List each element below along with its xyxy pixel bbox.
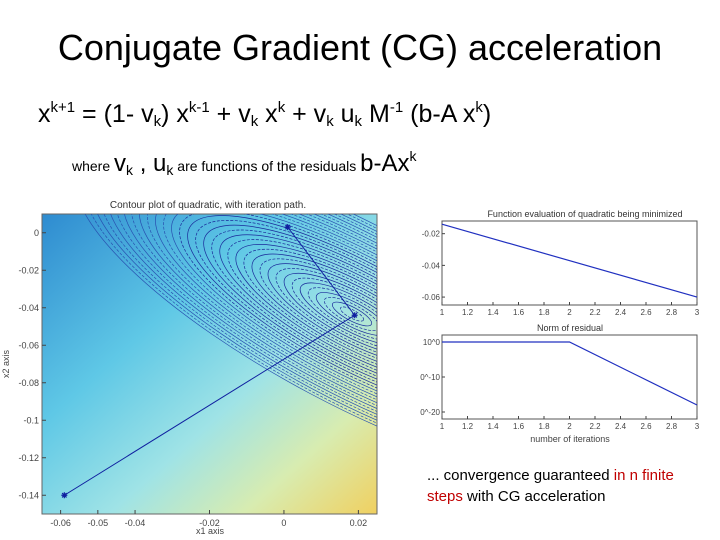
y-tick-label: -0.1: [23, 415, 39, 425]
contour-line: [114, 214, 377, 457]
x-tick-label: 1: [440, 308, 445, 317]
y-tick-label: 10^-20: [420, 408, 441, 417]
contour-y-label: x2 axis: [1, 349, 11, 378]
x-tick-label: 2.4: [615, 422, 627, 431]
x-tick-label: -0.02: [199, 518, 220, 528]
function-eval-area: [441, 220, 698, 306]
contour-line: [243, 248, 377, 380]
x-tick-label: 2: [567, 422, 572, 431]
where-line: where vk , uk are functions of the resid…: [72, 148, 417, 178]
series-line: [441, 223, 698, 298]
x-tick-label: 1: [440, 422, 445, 431]
contour-line: [171, 214, 377, 423]
x-tick-label: 3: [695, 308, 700, 317]
x-tick-label: 2.2: [589, 422, 601, 431]
contour-line: [331, 301, 373, 327]
contour-line: [122, 214, 377, 452]
contour-line: [179, 214, 377, 418]
x-tick-label: 1.8: [538, 422, 550, 431]
x-tick-label: 2.6: [640, 308, 652, 317]
iteration-path: [61, 224, 358, 499]
contour-line: [283, 272, 377, 356]
contour-line: [139, 214, 377, 442]
y-tick-label: -0.12: [18, 453, 39, 463]
iteration-point: [351, 312, 358, 319]
contour-ticks: -0.06 -0.05 -0.04 -0.02 0 0.02 0 -0.02 -0.04 -0.0…: [18, 228, 367, 528]
x-tick-label: 2.8: [666, 308, 678, 317]
convergence-note: ... convergence guaranteed in n finite s…: [427, 467, 674, 505]
x-tick-label: 1.6: [513, 422, 525, 431]
y-tick-label: -0.08: [18, 378, 39, 388]
contour-line: [98, 214, 377, 466]
x-tick-label: 1.4: [487, 308, 499, 317]
contour-line: [74, 214, 377, 481]
residual-title: Norm of residual: [537, 323, 603, 333]
x-tick-label: -0.06: [50, 518, 71, 528]
update-equation: xk+1 = (1- vk) xk-1 + vk xk + vk uk M-1 …: [38, 99, 492, 130]
iteration-point: [61, 492, 68, 499]
x-tick-label: 2: [567, 308, 572, 317]
y-tick-label: -0.04: [18, 303, 39, 313]
x-tick-label: 1.2: [462, 422, 474, 431]
series-line: [442, 341, 698, 406]
contour-line: [163, 214, 377, 428]
x-tick-label: 1.8: [538, 308, 550, 317]
y-tick-label: -0.06: [18, 340, 39, 350]
contour-line: [275, 268, 377, 360]
contour-line: [187, 215, 377, 413]
contour-plot: Contour plot of quadratic, with iteratio…: [1, 200, 378, 536]
x-tick-label: 0.02: [350, 518, 368, 528]
function-eval-line: [441, 223, 698, 298]
contour-line: [219, 234, 377, 394]
x-tick-label: 2.8: [666, 422, 678, 431]
y-tick-label: 10^-10: [420, 373, 441, 382]
contour-line: [195, 220, 377, 408]
y-tick-label: 0: [34, 228, 39, 238]
contour-x-label: x1 axis: [196, 526, 225, 536]
function-eval-ticks: 1 1.2 1.4 1.6 1.8 2 2.2 2.4 2.6 2.8 3 -0.02 -0.04 -0.…: [422, 230, 700, 317]
contour-line: [291, 277, 377, 351]
x-tick-label: -0.04: [125, 518, 146, 528]
x-tick-label: 1.4: [487, 422, 499, 431]
residual-plot: Norm of residual 1 1.2 1.4 1.6 1.8 2 2.2 2.4 2.6…: [420, 323, 700, 444]
x-tick-label: 2.4: [615, 308, 627, 317]
contour-line: [203, 224, 377, 404]
function-eval-title: Function evaluation of quadratic being m…: [487, 209, 682, 219]
contour-line: [90, 214, 377, 471]
y-tick-label: -0.02: [18, 265, 39, 275]
y-tick-label: -0.04: [422, 261, 441, 270]
y-tick-label: -0.02: [422, 230, 441, 239]
residual-ticks: 1 1.2 1.4 1.6 1.8 2 2.2 2.4 2.6 2.8 3 10^0 10^-10 10^…: [420, 338, 700, 431]
y-tick-label: -0.14: [18, 490, 39, 500]
contour-line: [267, 263, 377, 365]
residual-line: [442, 341, 698, 406]
contour-line: [315, 292, 377, 336]
contour-line: [106, 214, 377, 461]
contour-title: Contour plot of quadratic, with iteratio…: [110, 200, 306, 211]
contour-line: [323, 296, 377, 332]
x-tick-label: -0.05: [88, 518, 109, 528]
slide-title: Conjugate Gradient (CG) acceleration: [57, 27, 663, 68]
residual-x-label: number of iterations: [530, 434, 610, 444]
contour-line: [235, 244, 377, 384]
contour-line: [227, 239, 377, 389]
iteration-point: [284, 224, 291, 231]
contour-line: [211, 229, 377, 399]
contour-line: [147, 214, 377, 437]
contour-lines: [74, 214, 377, 481]
contour-line: [251, 253, 377, 375]
x-tick-label: 1.2: [462, 308, 474, 317]
x-tick-label: 0: [281, 518, 286, 528]
x-tick-label: 3: [695, 422, 700, 431]
x-tick-label: 1.6: [513, 308, 525, 317]
contour-line: [155, 214, 377, 433]
function-eval-plot: Function evaluation of quadratic being m…: [422, 209, 700, 317]
contour-line: [299, 282, 377, 346]
y-tick-label: 10^0: [423, 338, 441, 347]
x-tick-label: 2.6: [640, 422, 652, 431]
x-tick-label: 2.2: [589, 308, 601, 317]
residual-area: [441, 334, 698, 420]
y-tick-label: -0.06: [422, 293, 441, 302]
